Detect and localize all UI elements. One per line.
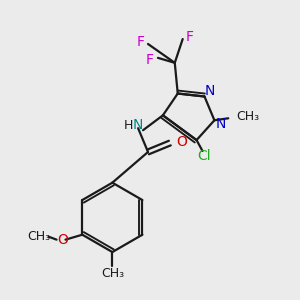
- Text: CH₃: CH₃: [101, 267, 124, 280]
- Text: N: N: [133, 118, 143, 132]
- Text: O: O: [57, 233, 68, 247]
- Text: H: H: [124, 119, 133, 132]
- Text: CH₃: CH₃: [27, 230, 50, 243]
- Text: N: N: [204, 84, 214, 98]
- Text: Cl: Cl: [198, 149, 211, 163]
- Text: F: F: [186, 30, 194, 44]
- Text: CH₃: CH₃: [236, 110, 259, 123]
- Text: F: F: [146, 53, 154, 67]
- Text: N: N: [215, 117, 226, 131]
- Text: O: O: [177, 135, 188, 149]
- Text: F: F: [137, 35, 145, 49]
